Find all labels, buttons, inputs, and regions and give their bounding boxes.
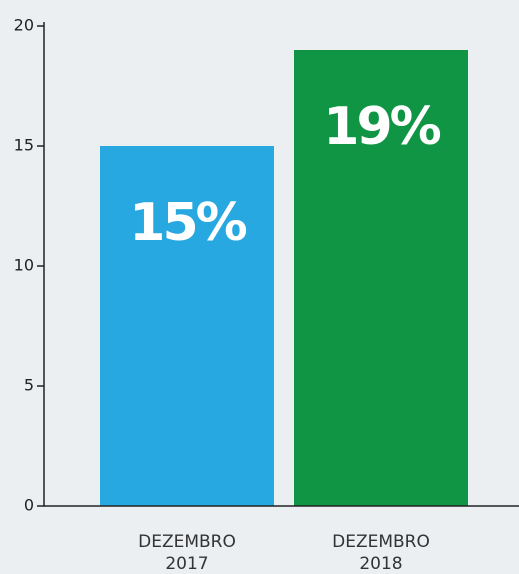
value-label: 15% — [129, 193, 246, 253]
y-tick-label: 20 — [14, 16, 34, 35]
y-tick-label: 0 — [24, 496, 34, 515]
value-label: 19% — [323, 97, 440, 157]
x-tick-label: DEZEMBRO — [332, 532, 430, 552]
bar — [100, 146, 274, 506]
y-tick-label: 5 — [24, 376, 34, 395]
y-tick-label: 10 — [14, 256, 34, 275]
x-tick-label: 2018 — [359, 554, 402, 574]
bar — [294, 50, 468, 506]
x-tick-label: 2017 — [165, 554, 208, 574]
y-tick-label: 15 — [14, 136, 34, 155]
x-tick-label: DEZEMBRO — [138, 532, 236, 552]
